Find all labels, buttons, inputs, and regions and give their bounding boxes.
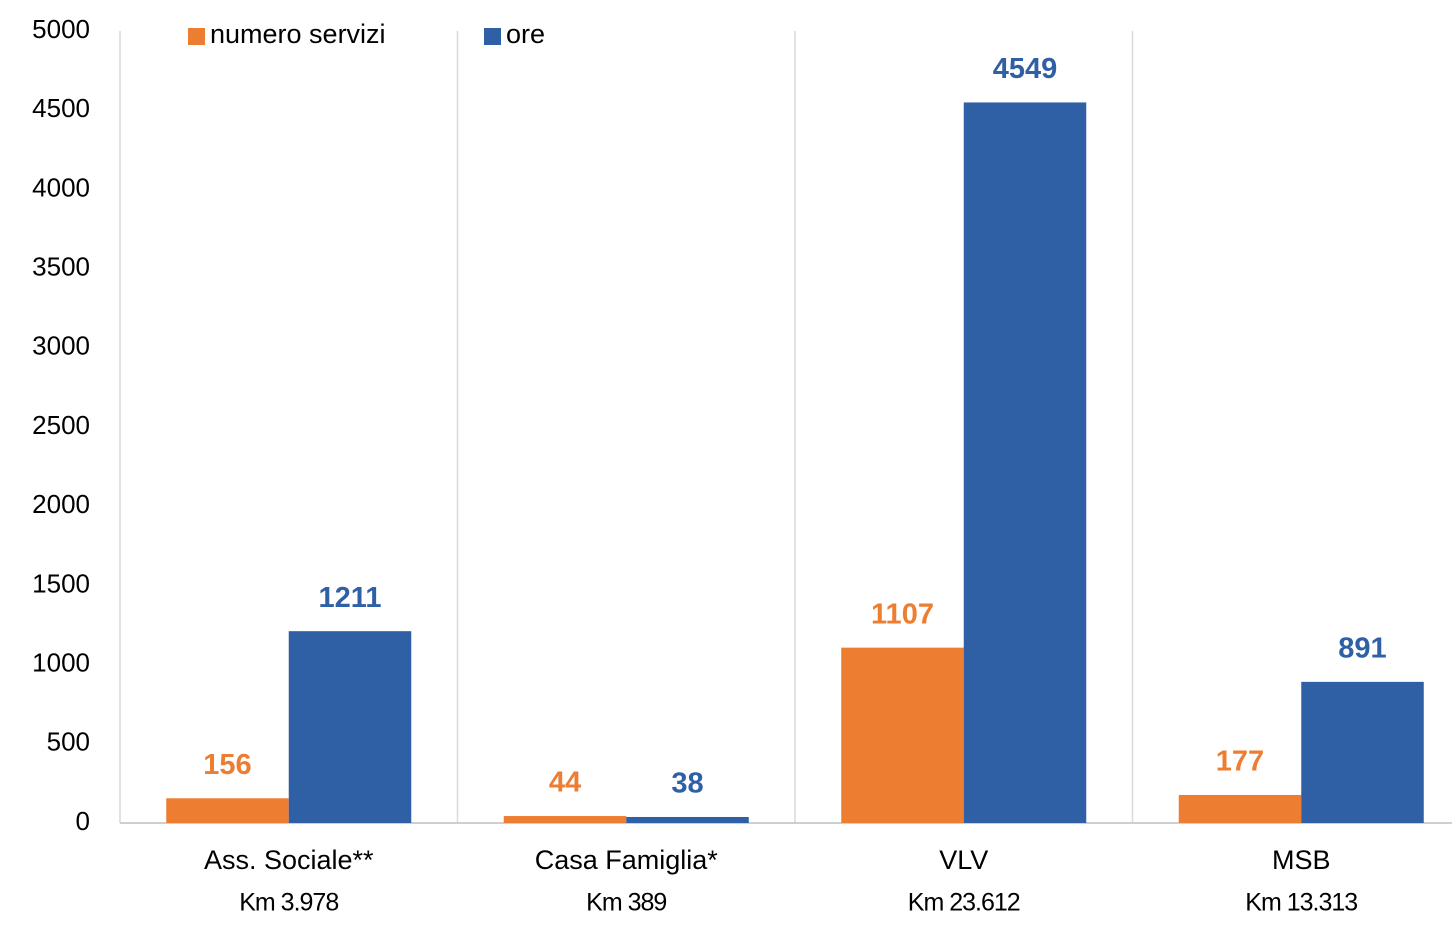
data-label: 1107 xyxy=(871,598,934,630)
data-label: 44 xyxy=(549,767,581,799)
y-tick-label: 1000 xyxy=(32,647,90,677)
y-tick-label: 1500 xyxy=(32,568,90,598)
data-label: 4549 xyxy=(993,53,1058,85)
y-tick-label: 4500 xyxy=(32,93,90,123)
x-tick-label: Casa Famiglia* xyxy=(535,845,719,875)
x-tick-note: Km 23.612 xyxy=(908,889,1020,917)
y-tick-label: 2500 xyxy=(32,410,90,440)
x-tick-note: Km 13.313 xyxy=(1245,889,1357,917)
bar xyxy=(963,102,1087,823)
data-label: 891 xyxy=(1338,633,1386,665)
bar xyxy=(166,798,289,823)
y-tick-label: 3500 xyxy=(32,251,90,281)
y-tick-label: 500 xyxy=(47,727,90,757)
legend-label: ore xyxy=(506,19,545,49)
y-tick-label: 5000 xyxy=(32,14,90,44)
legend-swatch xyxy=(484,28,501,45)
y-tick-label: 2000 xyxy=(32,489,90,519)
x-tick-label: MSB xyxy=(1272,845,1331,875)
y-tick-label: 0 xyxy=(76,806,90,836)
bar xyxy=(626,816,749,823)
x-tick-label: Ass. Sociale** xyxy=(204,845,374,875)
y-tick-label: 4000 xyxy=(32,172,90,202)
x-tick-note: Km 389 xyxy=(586,889,666,917)
x-tick-label: VLV xyxy=(939,845,988,875)
legend-label: numero servizi xyxy=(210,19,386,49)
bar xyxy=(841,647,964,823)
bar xyxy=(503,816,627,823)
y-tick-label: 3000 xyxy=(32,331,90,361)
data-label: 1211 xyxy=(319,582,382,614)
data-label: 38 xyxy=(671,768,703,800)
legend-swatch xyxy=(188,28,205,45)
bar xyxy=(1178,794,1302,823)
data-label: 177 xyxy=(1216,746,1264,778)
x-tick-note: Km 3.978 xyxy=(239,889,338,917)
data-label: 156 xyxy=(203,749,251,781)
bar xyxy=(1301,681,1424,823)
bar xyxy=(288,631,412,823)
